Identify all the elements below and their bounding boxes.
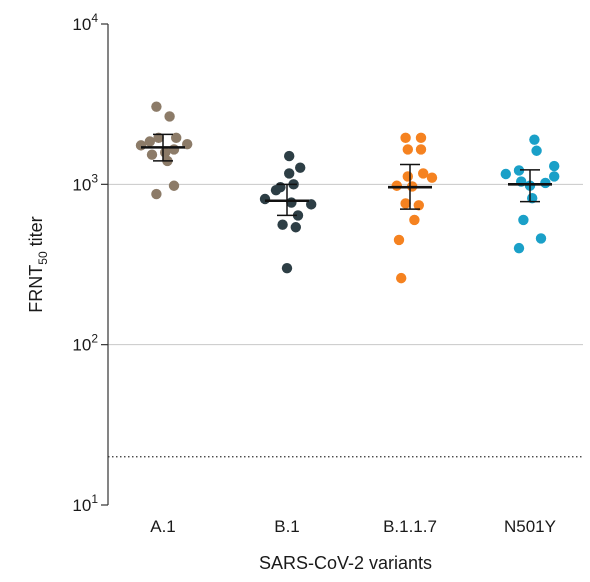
data-point: [500, 168, 511, 180]
summary-bars: [141, 133, 552, 217]
y-tick-exponent: 2: [91, 332, 98, 346]
y-tick-label: 103: [72, 171, 98, 194]
x-tick-label: N501Y: [504, 517, 556, 536]
data-point: [549, 171, 560, 182]
data-points: [135, 101, 560, 284]
y-tick-label: 104: [72, 11, 98, 34]
data-point: [513, 165, 525, 176]
data-point: [284, 150, 295, 162]
data-point: [281, 262, 293, 274]
y-tick-base: 10: [72, 175, 91, 194]
x-axis-title: SARS-CoV-2 variants: [259, 553, 432, 573]
data-point: [400, 198, 411, 209]
data-point: [275, 181, 286, 193]
y-axis-title-subscript: 50: [36, 251, 50, 265]
y-axis-title-rest: titer: [26, 216, 46, 251]
y-tick-base: 10: [72, 336, 91, 355]
data-point: [413, 200, 424, 211]
x-tick-label: A.1: [150, 517, 176, 536]
data-point: [513, 242, 525, 254]
data-point: [540, 177, 551, 189]
data-point: [415, 132, 427, 144]
y-tick-exponent: 4: [91, 11, 98, 25]
y-axis-title-main: FRNT: [26, 265, 46, 313]
data-point: [295, 162, 306, 173]
data-point: [518, 214, 529, 226]
data-point: [418, 168, 429, 179]
x-ticks: A.1 B.1 B.1.1.7 N501Y: [150, 517, 556, 536]
data-point: [535, 233, 547, 244]
data-point: [396, 272, 407, 284]
data-point: [290, 222, 301, 233]
data-point: [391, 180, 402, 191]
data-point: [146, 149, 158, 160]
y-tick-base: 10: [72, 15, 91, 34]
gridlines: [108, 183, 583, 346]
x-tick-label: B.1.1.7: [383, 517, 437, 536]
data-point: [144, 136, 155, 147]
data-point: [168, 180, 180, 191]
data-point: [168, 144, 180, 155]
data-point: [292, 210, 304, 221]
data-point: [402, 144, 413, 155]
data-point: [151, 101, 162, 112]
y-tick-exponent: 1: [91, 492, 98, 506]
x-tick-label: B.1: [274, 517, 300, 536]
y-tick-label: 102: [72, 332, 98, 355]
data-point: [400, 132, 411, 144]
data-point: [171, 132, 182, 144]
data-point: [259, 193, 271, 205]
data-point: [415, 144, 427, 155]
y-tick-base: 10: [72, 496, 91, 515]
data-point: [531, 145, 542, 156]
data-point: [426, 172, 438, 183]
data-point: [284, 168, 295, 179]
y-axis-title: FRNT50 titer: [26, 216, 50, 312]
data-point: [402, 171, 413, 182]
data-point: [409, 214, 420, 226]
data-point: [277, 219, 288, 230]
data-point: [393, 234, 405, 246]
data-point: [549, 160, 560, 172]
data-point: [529, 134, 540, 145]
y-tick-label: 101: [72, 492, 98, 515]
data-point: [153, 132, 164, 144]
data-point: [151, 188, 162, 200]
data-point: [164, 111, 175, 122]
data-point: [286, 197, 297, 208]
y-tick-exponent: 3: [91, 171, 98, 185]
